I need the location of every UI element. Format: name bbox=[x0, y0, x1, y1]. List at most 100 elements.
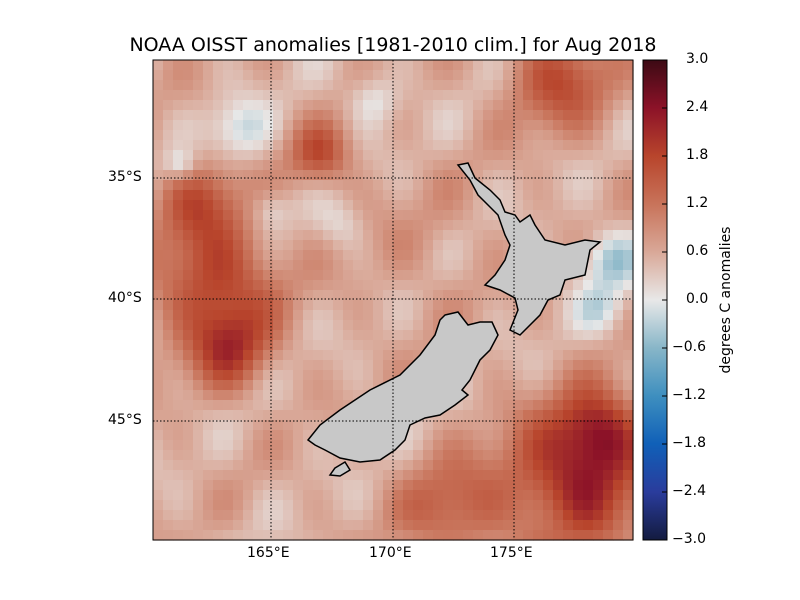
anomaly-cell bbox=[253, 510, 264, 521]
anomaly-cell bbox=[523, 490, 534, 501]
anomaly-cell bbox=[233, 470, 244, 481]
anomaly-cell bbox=[603, 100, 614, 111]
anomaly-cell bbox=[203, 130, 214, 141]
anomaly-cell bbox=[243, 310, 254, 321]
anomaly-cell bbox=[433, 110, 444, 121]
anomaly-cell bbox=[353, 210, 364, 221]
anomaly-cell bbox=[203, 330, 214, 341]
anomaly-cell bbox=[153, 420, 164, 431]
anomaly-cell bbox=[213, 250, 224, 261]
anomaly-cell bbox=[253, 220, 264, 231]
anomaly-cell bbox=[173, 70, 184, 81]
anomaly-cell bbox=[593, 430, 604, 441]
anomaly-cell bbox=[333, 90, 344, 101]
anomaly-cell bbox=[193, 200, 204, 211]
anomaly-cell bbox=[303, 430, 314, 441]
anomaly-cell bbox=[623, 190, 634, 201]
anomaly-cell bbox=[273, 500, 284, 511]
anomaly-cell bbox=[313, 80, 324, 91]
anomaly-cell bbox=[513, 120, 524, 131]
anomaly-cell bbox=[333, 130, 344, 141]
anomaly-cell bbox=[623, 350, 634, 361]
anomaly-cell bbox=[333, 100, 344, 111]
anomaly-cell bbox=[183, 190, 194, 201]
anomaly-cell bbox=[563, 460, 574, 471]
anomaly-cell bbox=[413, 220, 424, 231]
anomaly-cell bbox=[413, 160, 424, 171]
anomaly-cell bbox=[433, 200, 444, 211]
anomaly-cell bbox=[293, 370, 304, 381]
anomaly-cell bbox=[573, 520, 584, 531]
anomaly-cell bbox=[333, 140, 344, 151]
anomaly-cell bbox=[513, 510, 524, 521]
anomaly-cell bbox=[603, 160, 614, 171]
anomaly-cell bbox=[223, 280, 234, 291]
anomaly-cell bbox=[413, 240, 424, 251]
anomaly-cell bbox=[263, 360, 274, 371]
anomaly-cell bbox=[443, 60, 454, 71]
anomaly-cell bbox=[463, 120, 474, 131]
anomaly-cell bbox=[623, 160, 634, 171]
anomaly-cell bbox=[163, 140, 174, 151]
anomaly-cell bbox=[393, 350, 404, 361]
anomaly-cell bbox=[423, 240, 434, 251]
anomaly-cell bbox=[553, 430, 564, 441]
anomaly-cell bbox=[473, 60, 484, 71]
anomaly-cell bbox=[583, 390, 594, 401]
anomaly-cell bbox=[573, 440, 584, 451]
anomaly-cell bbox=[273, 200, 284, 211]
anomaly-cell bbox=[273, 60, 284, 71]
anomaly-cell bbox=[363, 510, 374, 521]
anomaly-cell bbox=[573, 310, 584, 321]
anomaly-cell bbox=[303, 160, 314, 171]
anomaly-cell bbox=[153, 470, 164, 481]
anomaly-cell bbox=[163, 370, 174, 381]
anomaly-cell bbox=[153, 120, 164, 131]
anomaly-cell bbox=[443, 180, 454, 191]
anomaly-cell bbox=[553, 310, 564, 321]
anomaly-cell bbox=[243, 200, 254, 211]
anomaly-cell bbox=[443, 280, 454, 291]
anomaly-cell bbox=[333, 170, 344, 181]
colorbar-tick-label: −2.4 bbox=[672, 483, 706, 499]
anomaly-cell bbox=[163, 100, 174, 111]
anomaly-cell bbox=[273, 240, 284, 251]
anomaly-cell bbox=[283, 400, 294, 411]
anomaly-cell bbox=[493, 370, 504, 381]
anomaly-cell bbox=[573, 470, 584, 481]
anomaly-cell bbox=[343, 500, 354, 511]
anomaly-cell bbox=[273, 450, 284, 461]
anomaly-cell bbox=[463, 150, 474, 161]
anomaly-cell bbox=[193, 410, 204, 421]
anomaly-cell bbox=[253, 460, 264, 471]
anomaly-cell bbox=[483, 230, 494, 241]
anomaly-cell bbox=[563, 310, 574, 321]
anomaly-cell bbox=[243, 340, 254, 351]
anomaly-cell bbox=[273, 70, 284, 81]
anomaly-cell bbox=[393, 530, 404, 541]
anomaly-cell bbox=[303, 220, 314, 231]
anomaly-cell bbox=[603, 310, 614, 321]
anomaly-cell bbox=[523, 520, 534, 531]
anomaly-cell bbox=[193, 370, 204, 381]
anomaly-cell bbox=[273, 210, 284, 221]
anomaly-cell bbox=[293, 300, 304, 311]
anomaly-cell bbox=[193, 460, 204, 471]
anomaly-cell bbox=[363, 350, 374, 361]
anomaly-cell bbox=[393, 290, 404, 301]
anomaly-cell bbox=[603, 450, 614, 461]
anomaly-cell bbox=[503, 190, 514, 201]
anomaly-cell bbox=[233, 420, 244, 431]
anomaly-cell bbox=[363, 260, 374, 271]
anomaly-cell bbox=[383, 460, 394, 471]
anomaly-cell bbox=[583, 410, 594, 421]
anomaly-cell bbox=[403, 220, 414, 231]
anomaly-cell bbox=[183, 300, 194, 311]
anomaly-cell bbox=[313, 460, 324, 471]
anomaly-cell bbox=[213, 400, 224, 411]
anomaly-cell bbox=[153, 150, 164, 161]
anomaly-cell bbox=[563, 370, 574, 381]
anomaly-cell bbox=[513, 360, 524, 371]
anomaly-cell bbox=[203, 200, 214, 211]
anomaly-cell bbox=[483, 270, 494, 281]
